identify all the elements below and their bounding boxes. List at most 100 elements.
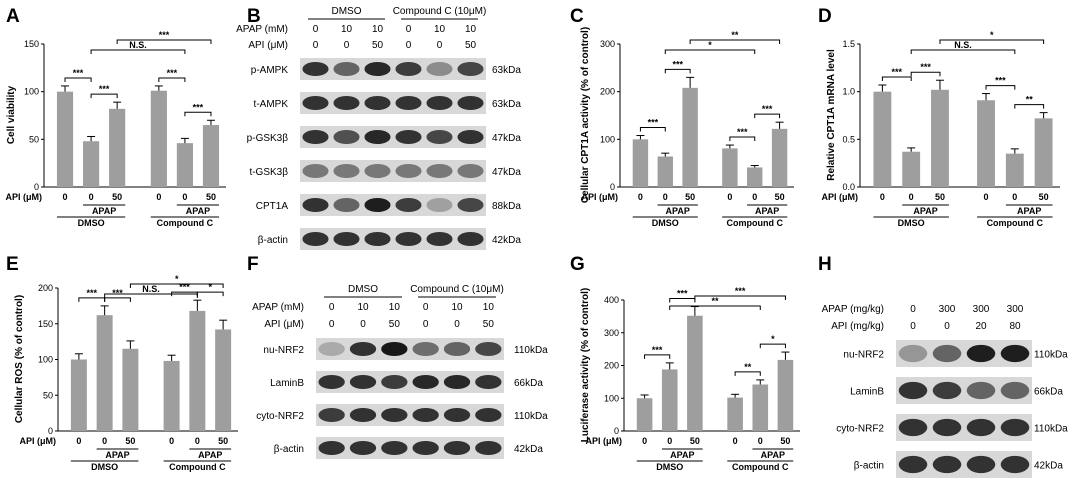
blot-row-value: 0	[454, 319, 460, 330]
blot-band	[426, 163, 453, 179]
blot-band-size: 47kDa	[492, 133, 521, 144]
blot-band	[898, 381, 928, 400]
blot-row-label: API (mg/kg)	[831, 321, 884, 332]
blot-row-value: 0	[406, 24, 412, 35]
blot-row-value: 10	[372, 24, 384, 35]
blot-band	[932, 455, 962, 474]
blot-band	[333, 197, 360, 213]
blot-band-label: β-actin	[274, 444, 304, 455]
blot-band-size: 66kDa	[514, 378, 543, 389]
blot-band-label: p-GSK3β	[247, 133, 289, 144]
significance-label: *	[708, 40, 712, 50]
blot-band	[364, 163, 391, 179]
blot-row-value: 0	[423, 319, 429, 330]
x-tick-label: 50	[112, 192, 122, 202]
y-axis-label: Luciferase activity (% of control)	[580, 288, 591, 442]
bar	[109, 108, 126, 187]
bar	[96, 315, 113, 431]
y-tick-label: 100	[604, 393, 619, 403]
blot-row-value: 300	[973, 304, 990, 315]
blot-band-size: 63kDa	[492, 99, 521, 110]
significance-label: **	[711, 296, 719, 306]
panel-letter-E: E	[6, 254, 19, 275]
bar	[189, 310, 206, 431]
significance-label: **	[1026, 95, 1034, 105]
blot-band-size: 110kDa	[1034, 424, 1068, 435]
blot-band	[426, 231, 453, 247]
y-tick-label: 50	[43, 390, 53, 400]
x-axis-label: API (μM)	[585, 436, 622, 446]
blot-row-value: 0	[313, 24, 319, 35]
blot-band	[457, 61, 484, 77]
y-tick-label: 100	[38, 355, 53, 365]
y-tick-label: 100	[600, 134, 615, 144]
x-tick-label: 0	[752, 192, 757, 202]
bar	[176, 143, 193, 187]
blot-band	[475, 374, 502, 390]
y-tick-label: 0.5	[842, 134, 855, 144]
x-tick-label: 50	[935, 192, 945, 202]
blot-band	[349, 374, 377, 390]
x-tick-label: 0	[89, 192, 94, 202]
apap-label: APAP	[105, 450, 129, 460]
blot-band	[898, 344, 928, 363]
bar	[122, 348, 139, 431]
significance-bracket	[78, 297, 106, 302]
y-tick-label: 0	[614, 426, 619, 436]
significance-bracket	[754, 113, 781, 119]
blot-band	[898, 418, 928, 437]
panel-letter-A: A	[6, 6, 20, 27]
blot-band-size: 110kDa	[514, 345, 548, 356]
bar	[977, 100, 995, 187]
bar	[682, 87, 698, 187]
blot-row-value: 300	[1007, 304, 1024, 315]
significance-label: ***	[735, 286, 746, 296]
bar	[657, 156, 673, 187]
apap-label: APAP	[666, 206, 690, 216]
significance-bracket	[910, 71, 941, 77]
blot-band-size: 42kDa	[514, 444, 543, 455]
y-tick-label: 0	[48, 426, 53, 436]
blot-row-value: 50	[372, 40, 384, 51]
x-tick-label: 0	[1012, 192, 1017, 202]
blot-band-size: 110kDa	[514, 411, 548, 422]
significance-label: ***	[99, 84, 110, 94]
blot-band	[457, 95, 484, 111]
significance-label: ***	[892, 67, 903, 77]
x-axis-label: API (μM)	[19, 436, 56, 446]
blot-band	[318, 440, 345, 456]
significance-label: ***	[193, 102, 204, 112]
significance-label: ***	[112, 288, 123, 298]
group-label: Compound C	[987, 218, 1044, 228]
y-tick-label: 200	[600, 87, 615, 97]
bar	[687, 315, 703, 431]
apap-label: APAP	[1017, 206, 1041, 216]
significance-bracket	[729, 136, 756, 142]
apap-label: APAP	[913, 206, 937, 216]
blot-band	[412, 341, 439, 357]
bar	[661, 369, 678, 431]
significance-bracket	[644, 354, 671, 359]
significance-label: ***	[920, 62, 931, 72]
x-tick-label: 0	[642, 436, 647, 446]
blot-band-label: CPT1A	[256, 201, 289, 212]
significance-label: N.S.	[142, 284, 160, 294]
x-tick-label: 50	[218, 436, 228, 446]
blot-band-label: cyto-NRF2	[256, 411, 304, 422]
x-tick-label: 0	[63, 192, 68, 202]
blot-band	[395, 95, 422, 111]
x-tick-label: 50	[125, 436, 135, 446]
significance-bracket	[985, 85, 1016, 90]
blot-band-size: 66kDa	[1034, 387, 1063, 398]
blot-band	[966, 381, 996, 400]
blot-row-value: 10	[357, 302, 369, 313]
bar	[632, 139, 649, 187]
y-axis-label: Cellular ROS (% of control)	[14, 295, 25, 423]
group-label: Compound C	[732, 462, 789, 472]
blot-band	[318, 341, 345, 357]
significance-bracket	[759, 343, 786, 349]
x-tick-label: 0	[182, 192, 187, 202]
blot-band	[395, 197, 422, 213]
blot-band	[457, 231, 484, 247]
